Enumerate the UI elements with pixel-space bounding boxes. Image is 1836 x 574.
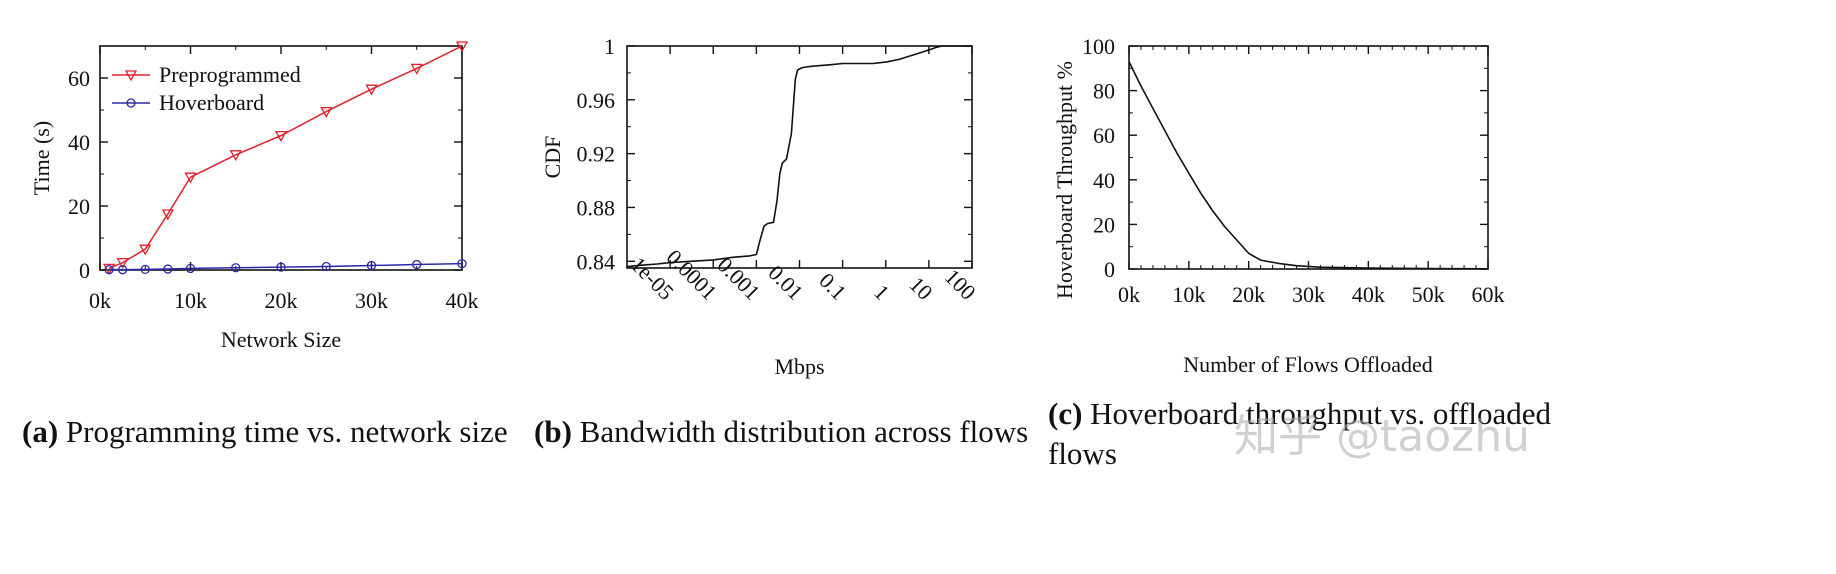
x-tick-label-b: 0.01 xyxy=(763,260,808,305)
caption-c: (c) Hoverboard throughput vs. offloaded … xyxy=(1048,394,1568,474)
series-line-hoverboard xyxy=(109,262,463,271)
y-tick-label-a: 20 xyxy=(68,194,90,219)
caption-c-text-line2: flows xyxy=(1048,436,1117,471)
data-point-hoverboard xyxy=(457,258,467,269)
legend-label-hoverboard: Hoverboard xyxy=(159,90,264,115)
data-point-hoverboard xyxy=(104,265,114,275)
x-tick-label-c: 30k xyxy=(1292,282,1325,307)
y-tick-label-b: 0.84 xyxy=(577,249,616,274)
series-line-preprogrammed xyxy=(108,45,463,270)
data-point-hoverboard xyxy=(231,263,241,273)
x-tick-label-b: 0.1 xyxy=(814,268,851,305)
x-tick-label-b: 1 xyxy=(869,279,894,304)
chart-c-hoverboard-throughput: 0k 10k 20k 30k 40k 50k 60k 0 20 40 60 80 100 Number o… xyxy=(1052,34,1505,377)
y-tick-label-b: 0.92 xyxy=(577,142,616,167)
x-tick-label-a: 10k xyxy=(174,288,207,313)
x-tick-label-c: 40k xyxy=(1352,282,1385,307)
y-tick-label-a: 60 xyxy=(68,66,90,91)
x-tick-label-a: 40k xyxy=(446,288,479,313)
caption-a: (a) Programming time vs. network size xyxy=(22,412,508,452)
data-point-preprogrammed xyxy=(320,106,333,118)
y-tick-label-c: 40 xyxy=(1093,168,1115,193)
x-axis-label-a: Network Size xyxy=(221,327,341,352)
x-tick-label-b: 0.001 xyxy=(713,252,766,305)
caption-b-text: Bandwidth distribution across flows xyxy=(579,414,1029,449)
watermark: 知乎 @taozhu xyxy=(1234,411,1530,462)
x-tick-label-c: 10k xyxy=(1172,282,1205,307)
plot-frame-b xyxy=(626,45,973,269)
x-tick-label-a: 20k xyxy=(265,288,298,313)
y-axis-label-a: Time (s) xyxy=(29,121,54,195)
legend-label-preprogrammed: Preprogrammed xyxy=(159,62,301,87)
data-point-hoverboard xyxy=(163,264,173,274)
x-tick-label-b: 10 xyxy=(904,272,937,305)
throughput-line xyxy=(1128,61,1489,270)
data-point-hoverboard xyxy=(185,263,196,274)
caption-c-label: (c) xyxy=(1048,396,1083,431)
data-point-preprogrammed xyxy=(410,63,423,75)
x-tick-label-c: 20k xyxy=(1232,282,1265,307)
y-tick-label-c: 100 xyxy=(1082,34,1115,59)
chart-a-programming-time: 0k 10k 20k 30k 40k 0 20 40 60 Network Size Time (s… xyxy=(29,41,479,352)
y-tick-label-b: 1 xyxy=(604,34,615,59)
x-tick-label-c: 60k xyxy=(1472,282,1505,307)
data-point-hoverboard xyxy=(276,262,286,272)
data-point-preprogrammed xyxy=(184,172,197,184)
caption-c-text: Hoverboard throughput vs. offloaded xyxy=(1090,396,1552,431)
x-axis-label-b: Mbps xyxy=(774,354,824,379)
data-point-hoverboard xyxy=(117,265,128,275)
data-point-preprogrammed xyxy=(102,263,116,275)
data-point-preprogrammed xyxy=(365,84,378,96)
data-point-hoverboard xyxy=(140,264,150,275)
y-tick-label-c: 80 xyxy=(1093,79,1115,104)
x-tick-label-b: 0.0001 xyxy=(662,244,722,304)
data-point-hoverboard xyxy=(321,261,331,272)
data-point-preprogrammed xyxy=(229,150,242,162)
x-tick-label-c: 0k xyxy=(1118,282,1140,307)
y-tick-label-b: 0.96 xyxy=(577,88,616,113)
y-axis-label-c: Hoverboard Throughput % xyxy=(1052,61,1077,299)
data-point-preprogrammed xyxy=(161,209,174,221)
x-tick-label-c: 50k xyxy=(1412,282,1445,307)
caption-a-label: (a) xyxy=(22,414,59,449)
y-tick-label-a: 0 xyxy=(79,258,90,283)
legend-marker-hoverboard xyxy=(126,98,136,108)
caption-a-text: Programming time vs. network size xyxy=(65,414,508,449)
y-tick-label-c: 60 xyxy=(1093,123,1115,148)
data-point-hoverboard xyxy=(366,260,377,271)
data-point-preprogrammed xyxy=(274,130,288,142)
caption-b-label: (b) xyxy=(534,414,572,449)
data-point-preprogrammed xyxy=(139,244,152,256)
x-tick-label-a: 0k xyxy=(89,288,111,313)
data-point-hoverboard xyxy=(412,259,422,270)
x-axis-label-c: Number of Flows Offloaded xyxy=(1183,352,1433,377)
y-axis-label-b: CDF xyxy=(540,136,565,179)
data-point-preprogrammed xyxy=(116,257,129,269)
y-tick-label-c: 20 xyxy=(1093,212,1115,237)
data-point-preprogrammed xyxy=(455,41,469,53)
y-tick-label-b: 0.88 xyxy=(577,195,616,220)
y-tick-label-c: 0 xyxy=(1104,257,1115,282)
x-tick-label-b: 100 xyxy=(940,264,981,305)
plot-frame-c xyxy=(1128,45,1489,270)
x-tick-label-a: 30k xyxy=(355,288,388,313)
y-tick-label-a: 40 xyxy=(68,130,90,155)
legend-marker-preprogrammed xyxy=(124,70,138,82)
caption-b: (b) Bandwidth distribution across flows xyxy=(534,412,1028,452)
cdf-line xyxy=(626,45,972,268)
